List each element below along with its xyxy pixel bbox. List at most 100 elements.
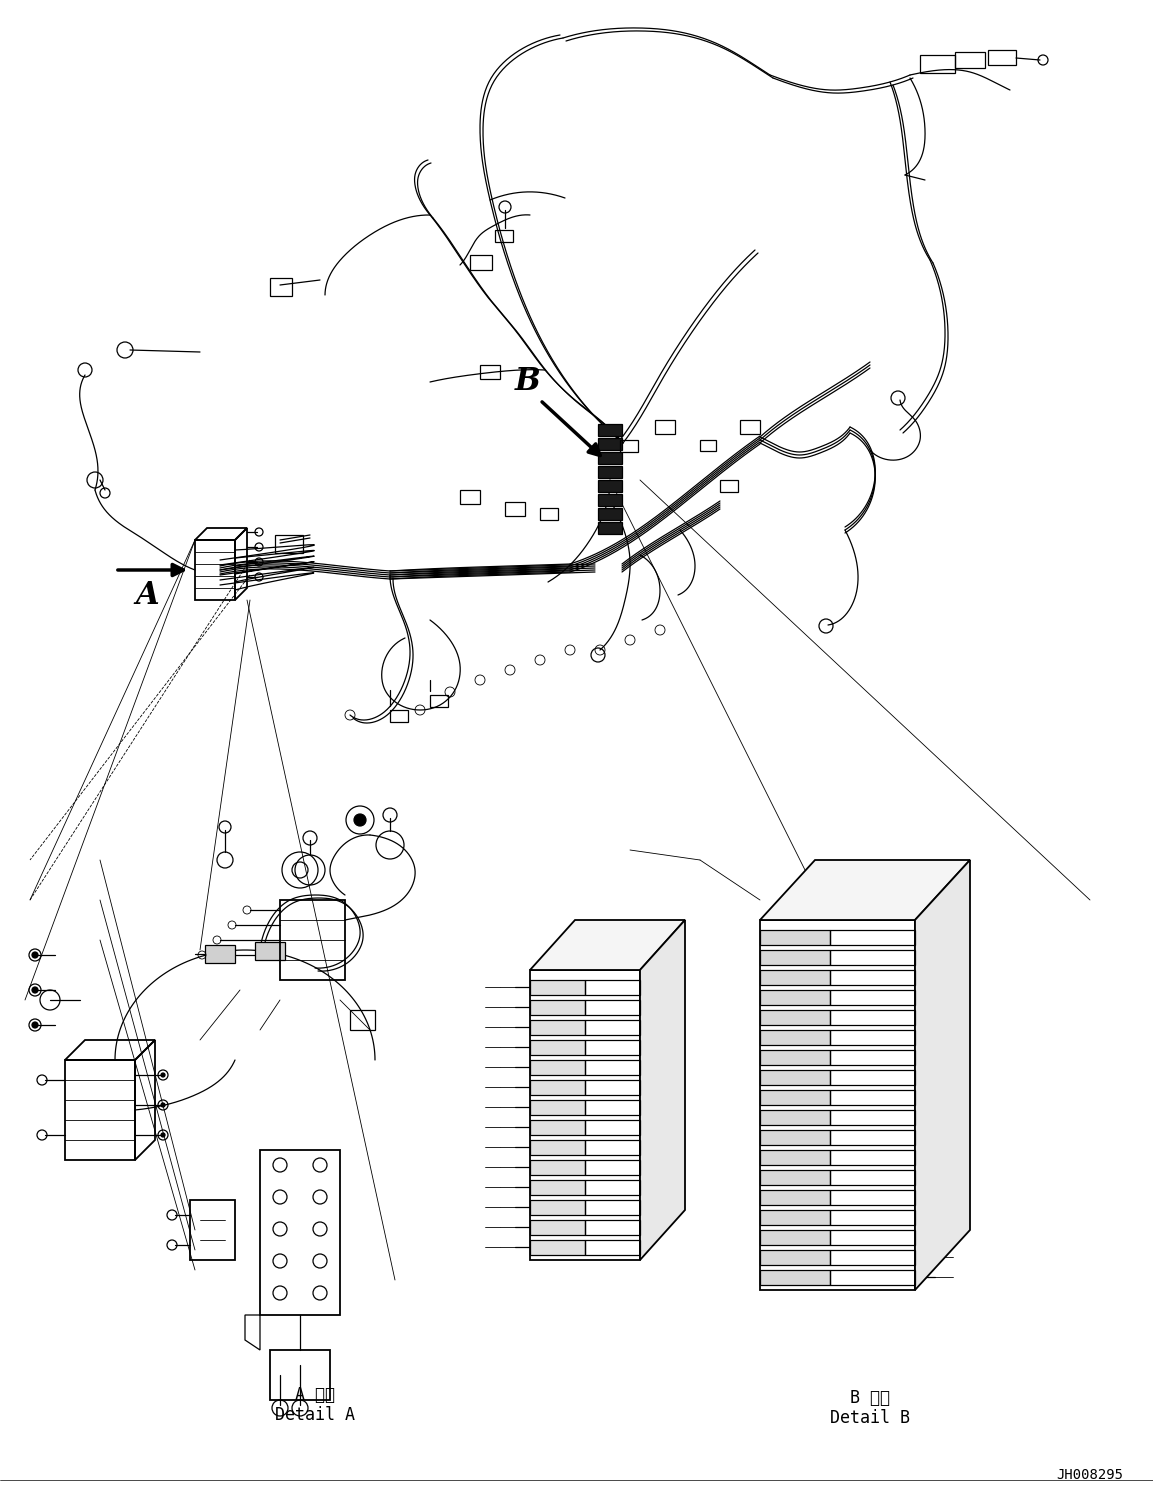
Bar (430, 695, 449, 707)
Bar (760, 1029, 830, 1044)
Bar (470, 255, 492, 270)
Bar (760, 1070, 830, 1085)
Bar (598, 466, 621, 477)
Circle shape (32, 1022, 38, 1028)
Bar (351, 1010, 375, 1029)
Bar (190, 1200, 235, 1261)
Bar (830, 1150, 915, 1165)
Text: Detail A: Detail A (276, 1405, 355, 1423)
Bar (740, 421, 760, 434)
Bar (598, 507, 621, 521)
Bar (460, 489, 480, 504)
Bar (540, 507, 558, 521)
Bar (830, 1270, 915, 1285)
Polygon shape (530, 921, 685, 970)
Polygon shape (760, 859, 970, 921)
Text: Detail B: Detail B (830, 1408, 910, 1426)
Bar (585, 1000, 640, 1015)
Bar (530, 1080, 585, 1095)
Bar (830, 1029, 915, 1044)
Bar (760, 950, 830, 965)
Bar (830, 950, 915, 965)
Bar (988, 51, 1016, 66)
Bar (585, 1080, 640, 1095)
Bar (760, 1191, 830, 1206)
Bar (719, 480, 738, 492)
Bar (530, 980, 585, 995)
Bar (530, 1200, 585, 1214)
Bar (830, 930, 915, 944)
Bar (280, 900, 345, 980)
Bar (760, 1010, 830, 1025)
Bar (585, 1120, 640, 1135)
Bar (830, 1050, 915, 1065)
Bar (655, 421, 675, 434)
Bar (530, 1120, 585, 1135)
Bar (830, 1229, 915, 1244)
Bar (760, 1270, 830, 1285)
Bar (760, 1250, 830, 1265)
Bar (270, 278, 292, 295)
Bar (830, 991, 915, 1006)
Bar (530, 1159, 585, 1176)
Circle shape (161, 1073, 165, 1077)
Bar (760, 1229, 830, 1244)
Bar (830, 1250, 915, 1265)
Bar (760, 930, 830, 944)
Bar (530, 1021, 585, 1035)
Circle shape (161, 1132, 165, 1137)
Bar (585, 1040, 640, 1055)
Bar (598, 452, 621, 464)
Bar (830, 1010, 915, 1025)
Bar (760, 1129, 830, 1144)
Bar (830, 1170, 915, 1185)
Text: B 詳細: B 詳細 (850, 1389, 890, 1407)
Bar (598, 424, 621, 436)
Bar (585, 1240, 640, 1255)
Bar (585, 1059, 640, 1076)
Circle shape (354, 815, 366, 827)
Bar (760, 1050, 830, 1065)
Bar (955, 52, 985, 69)
Bar (830, 1091, 915, 1106)
Circle shape (32, 988, 38, 994)
Bar (830, 970, 915, 985)
Bar (830, 1110, 915, 1125)
Bar (598, 439, 621, 451)
Bar (505, 501, 525, 516)
Bar (830, 1191, 915, 1206)
Bar (585, 1159, 640, 1176)
Bar (530, 1040, 585, 1055)
Bar (530, 1059, 585, 1076)
Bar (259, 1150, 340, 1314)
Bar (205, 944, 235, 962)
Bar (585, 1200, 640, 1214)
Bar (760, 1210, 830, 1225)
Bar (480, 366, 500, 379)
Bar (830, 1129, 915, 1144)
Bar (276, 536, 303, 554)
Bar (760, 1150, 830, 1165)
Bar (830, 1070, 915, 1085)
Text: A 詳細: A 詳細 (295, 1386, 336, 1404)
Bar (920, 55, 955, 73)
Bar (585, 1100, 640, 1115)
Text: JH008295: JH008295 (1056, 1468, 1123, 1482)
Bar (270, 1350, 330, 1399)
Bar (530, 1000, 585, 1015)
Bar (620, 440, 638, 452)
Bar (530, 1140, 585, 1155)
Bar (495, 230, 513, 242)
Polygon shape (640, 921, 685, 1261)
Bar (530, 970, 640, 1261)
Bar (830, 1210, 915, 1225)
Bar (598, 480, 621, 492)
Bar (760, 921, 915, 1291)
Bar (255, 941, 285, 959)
Bar (530, 1180, 585, 1195)
Bar (760, 991, 830, 1006)
Bar (760, 1110, 830, 1125)
Text: B: B (515, 367, 541, 397)
Bar (530, 1240, 585, 1255)
Bar (598, 522, 621, 534)
